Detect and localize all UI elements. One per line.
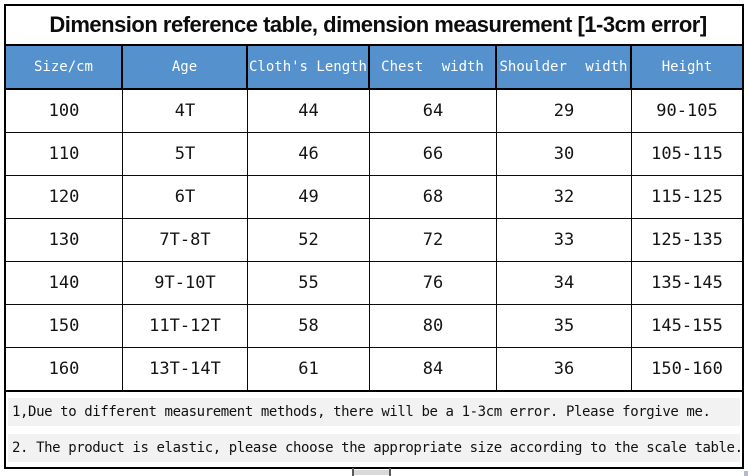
gridline-tick (389, 468, 391, 476)
cell-height: 150-160 (651, 359, 723, 379)
cell-height: 90-105 (656, 101, 718, 121)
title-band: Dimension reference table, dimension mea… (6, 6, 742, 46)
column-header-shoulder-width: Shoulder width (497, 46, 632, 88)
table-row: 160 13T-14T 61 84 36 150-160 (6, 348, 742, 392)
cell-height: 145-155 (651, 316, 723, 336)
cell-size: 100 (6, 90, 123, 132)
cell-shoulder-width: 33 (497, 219, 632, 261)
corner-artifact (744, 471, 748, 476)
cell-height: 115-125 (651, 187, 723, 207)
column-header-size: Size/cm (6, 46, 123, 88)
cell-cloth-length: 61 (248, 348, 370, 390)
cell-height: 125-135 (651, 230, 723, 250)
cell-chest-width: 80 (370, 305, 497, 347)
cell-cloth-length: 58 (248, 305, 370, 347)
cell-shoulder-width: 34 (497, 262, 632, 304)
cell-age: 6T (123, 176, 248, 218)
cell-cloth-length: 44 (248, 90, 370, 132)
cell-chest-width: 72 (370, 219, 497, 261)
cell-size: 120 (6, 176, 123, 218)
table-row: 140 9T-10T 55 76 34 135-145 (6, 262, 742, 305)
cell-size: 110 (6, 133, 123, 175)
table-header-row: Size/cm Age Cloth's Length Chest width S… (6, 46, 742, 90)
table-row: 120 6T 49 68 32 115-125 (6, 176, 742, 219)
cell-age: 5T (123, 133, 248, 175)
cell-cloth-length: 52 (248, 219, 370, 261)
cell-chest-width: 66 (370, 133, 497, 175)
cell-shoulder-width: 35 (497, 305, 632, 347)
cell-size: 160 (6, 348, 123, 390)
column-header-cloth-length: Cloth's Length (248, 46, 370, 88)
cell-cloth-length: 49 (248, 176, 370, 218)
cell-chest-width: 64 (370, 90, 497, 132)
table-body: 100 4T 44 64 29 90-105 110 5T 46 66 30 1… (6, 90, 742, 392)
cell-age: 9T-10T (123, 262, 248, 304)
cell-chest-width: 68 (370, 176, 497, 218)
note-elastic-sizing: 2. The product is elastic, please choose… (8, 434, 740, 462)
cell-shoulder-width: 32 (497, 176, 632, 218)
cell-size: 150 (6, 305, 123, 347)
column-header-age: Age (123, 46, 248, 88)
cell-size: 130 (6, 219, 123, 261)
table-row: 110 5T 46 66 30 105-115 (6, 133, 742, 176)
cell-cloth-length: 55 (248, 262, 370, 304)
cell-size: 140 (6, 262, 123, 304)
size-chart-frame: Dimension reference table, dimension mea… (4, 4, 744, 469)
cell-height: 135-145 (651, 273, 723, 293)
cell-cloth-length: 46 (248, 133, 370, 175)
footnotes: 1,Due to different measurement methods, … (6, 392, 742, 462)
cell-chest-width: 84 (370, 348, 497, 390)
page-title: Dimension reference table, dimension mea… (49, 12, 707, 37)
cell-shoulder-width: 30 (497, 133, 632, 175)
cropped-row-artifact (354, 470, 389, 475)
cell-age: 4T (123, 90, 248, 132)
cell-age: 13T-14T (123, 348, 248, 390)
cell-chest-width: 76 (370, 262, 497, 304)
gridline-tick (352, 468, 354, 476)
table-row: 100 4T 44 64 29 90-105 (6, 90, 742, 133)
cell-age: 11T-12T (123, 305, 248, 347)
cell-height: 105-115 (651, 144, 723, 164)
table-row: 150 11T-12T 58 80 35 145-155 (6, 305, 742, 348)
table-row: 130 7T-8T 52 72 33 125-135 (6, 219, 742, 262)
cell-shoulder-width: 29 (497, 90, 632, 132)
column-header-chest-width: Chest width (370, 46, 497, 88)
note-measurement-error: 1,Due to different measurement methods, … (8, 398, 740, 426)
cell-shoulder-width: 36 (497, 348, 632, 390)
column-header-height: Height (661, 59, 713, 75)
cell-age: 7T-8T (123, 219, 248, 261)
